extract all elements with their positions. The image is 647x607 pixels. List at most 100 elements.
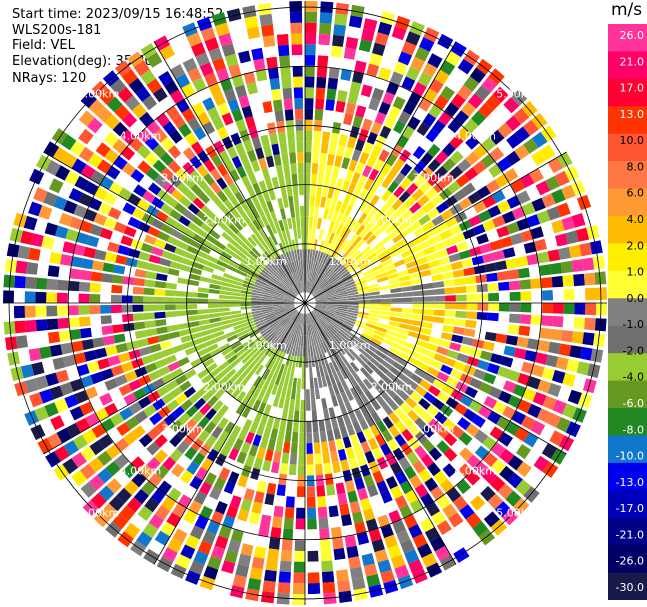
range-gate-cell	[466, 294, 478, 302]
range-gate-cell	[378, 285, 391, 291]
range-gate-cell	[307, 249, 311, 260]
range-gate-cell	[318, 263, 325, 274]
range-gate-cell	[335, 264, 345, 274]
range-gate-cell	[488, 292, 500, 302]
range-gate-cell	[354, 60, 367, 74]
range-gate-cell	[463, 364, 477, 376]
range-gate-cell	[157, 333, 170, 343]
range-gate-cell	[83, 246, 97, 259]
range-gate-cell	[99, 88, 116, 105]
range-gate-cell	[6, 243, 20, 258]
range-gate-cell	[337, 303, 349, 305]
range-gate-cell	[403, 514, 418, 529]
range-gate-cell	[476, 233, 489, 245]
range-gate-cell	[323, 313, 333, 321]
range-gate-cell	[422, 220, 435, 232]
range-gate-cell	[313, 333, 319, 345]
range-gate-cell	[78, 281, 91, 292]
range-gate-cell	[401, 415, 414, 428]
range-gate-cell	[457, 417, 471, 431]
range-gate-cell	[95, 142, 111, 158]
range-gate-cell	[569, 345, 582, 359]
range-gate-cell	[289, 453, 298, 465]
range-gate-cell	[307, 529, 318, 541]
range-gate-cell	[366, 344, 378, 353]
range-gate-cell	[389, 382, 402, 394]
range-gate-cell	[319, 279, 328, 288]
range-gate-cell	[346, 136, 357, 149]
range-gate-cell	[215, 356, 227, 367]
range-gate-cell	[435, 222, 449, 233]
range-gate-cell	[399, 323, 411, 330]
range-gate-cell	[348, 348, 359, 359]
range-gate-cell	[344, 318, 356, 325]
range-gate-cell	[164, 472, 179, 487]
range-gate-cell	[366, 360, 378, 371]
range-gate-cell	[334, 405, 342, 418]
range-gate-cell	[167, 145, 182, 159]
range-gate-cell	[104, 252, 117, 263]
range-gate-cell	[398, 275, 411, 282]
range-gate-cell	[279, 55, 291, 67]
range-gate-cell	[255, 147, 265, 160]
range-gate-cell	[480, 120, 496, 136]
range-gate-cell	[296, 216, 301, 228]
range-gate-cell	[291, 272, 298, 284]
range-gate-cell	[436, 495, 451, 510]
range-gate-cell	[571, 180, 586, 196]
range-gate-cell	[507, 324, 520, 335]
range-gate-cell	[112, 324, 124, 334]
range-gate-cell	[256, 276, 268, 284]
range-gate-cell	[337, 306, 348, 310]
range-gate-cell	[70, 256, 83, 268]
range-gate-cell	[439, 187, 453, 201]
range-gate-cell	[497, 200, 511, 214]
range-gate-cell	[308, 282, 313, 293]
range-gate-cell	[537, 379, 552, 394]
range-gate-cell	[381, 219, 393, 230]
range-gate-cell	[536, 210, 551, 224]
range-gate-cell	[161, 250, 174, 260]
range-gate-cell	[450, 389, 464, 402]
range-gate-cell	[550, 448, 567, 465]
range-gate-cell	[425, 128, 439, 143]
range-gate-cell	[369, 357, 381, 368]
range-gate-cell	[295, 312, 301, 323]
range-gate-cell	[84, 350, 97, 362]
range-gate-cell	[165, 195, 179, 208]
range-gate-cell	[271, 336, 280, 347]
range-gate-cell	[312, 287, 321, 296]
range-gate-cell	[443, 357, 456, 368]
range-gate-cell	[410, 373, 423, 385]
range-gate-cell	[219, 491, 232, 505]
range-gate-cell	[52, 357, 66, 370]
range-gate-cell	[55, 369, 70, 383]
range-gate-cell	[254, 318, 266, 325]
range-gate-cell	[469, 67, 486, 84]
range-gate-cell	[315, 303, 327, 305]
range-gate-cell	[292, 311, 300, 322]
range-gate-cell	[420, 152, 434, 166]
range-gate-cell	[410, 319, 423, 327]
range-gate-cell	[185, 534, 200, 550]
range-gate-cell	[406, 379, 419, 391]
range-gate-cell	[385, 452, 397, 466]
range-gate-cell	[264, 285, 276, 292]
range-gate-cell	[331, 165, 340, 178]
range-gate-cell	[189, 155, 203, 169]
range-gate-cell	[200, 204, 213, 217]
range-gate-cell	[283, 163, 291, 176]
range-gate-cell	[317, 319, 326, 329]
range-gate-cell	[414, 417, 427, 430]
range-gate-cell	[259, 414, 269, 427]
range-gate-cell	[352, 115, 364, 128]
range-gate-cell	[286, 365, 292, 377]
range-gate-cell	[520, 291, 532, 301]
range-gate-cell	[202, 239, 214, 250]
range-gate-cell	[496, 225, 510, 238]
range-gate-cell	[4, 258, 17, 273]
range-gate-cell	[237, 216, 248, 228]
range-gate-cell	[269, 405, 278, 418]
range-gate-cell	[379, 125, 392, 139]
range-gate-cell	[319, 430, 327, 443]
